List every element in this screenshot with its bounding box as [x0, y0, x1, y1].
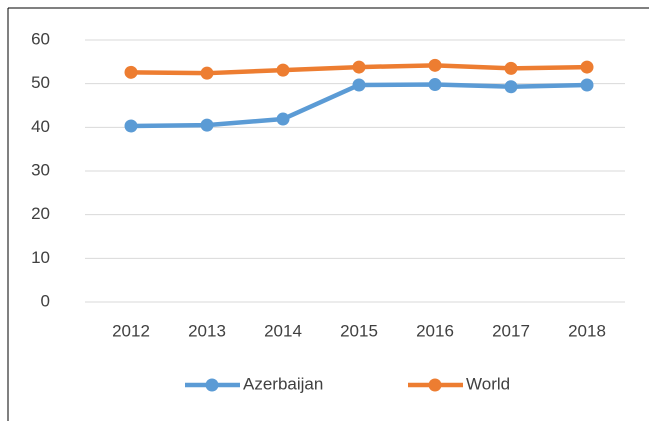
- legend-label: World: [466, 374, 510, 393]
- x-tick-label: 2017: [492, 321, 530, 340]
- point: [124, 65, 138, 79]
- x-tick-label: 2012: [112, 321, 150, 340]
- legend-marker: [205, 378, 219, 392]
- legend-label: Azerbaijan: [243, 374, 323, 393]
- point: [200, 66, 214, 80]
- y-tick-label: 0: [41, 291, 50, 310]
- point: [580, 60, 594, 74]
- point: [428, 78, 442, 92]
- y-tick-label: 30: [31, 160, 50, 179]
- y-tick-label: 10: [31, 248, 50, 267]
- x-tick-label: 2018: [568, 321, 606, 340]
- point: [352, 78, 366, 92]
- y-tick-label: 20: [31, 204, 50, 223]
- point: [200, 118, 214, 132]
- x-tick-label: 2014: [264, 321, 302, 340]
- point: [352, 60, 366, 74]
- y-tick-label: 40: [31, 117, 50, 136]
- x-tick-label: 2015: [340, 321, 378, 340]
- y-tick-label: 60: [31, 29, 50, 48]
- point: [276, 112, 290, 126]
- x-tick-label: 2016: [416, 321, 454, 340]
- legend-marker: [428, 378, 442, 392]
- point: [276, 63, 290, 77]
- point: [124, 119, 138, 133]
- point: [504, 61, 518, 75]
- point: [504, 80, 518, 94]
- point: [580, 78, 594, 92]
- x-tick-label: 2013: [188, 321, 226, 340]
- y-tick-label: 50: [31, 73, 50, 92]
- point: [428, 58, 442, 72]
